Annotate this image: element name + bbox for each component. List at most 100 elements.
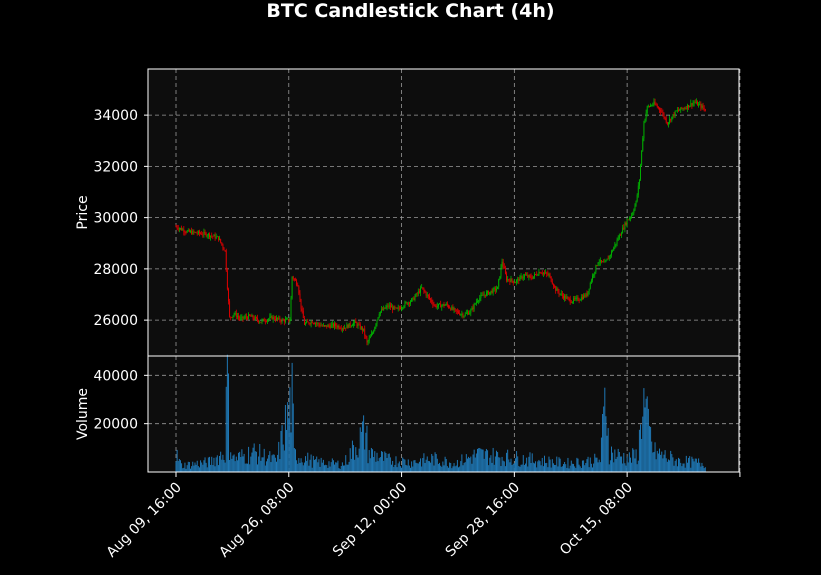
candle-body [491, 290, 493, 293]
volume-bar [521, 464, 523, 472]
volume-bar [287, 402, 289, 472]
volume-bar [245, 463, 247, 472]
volume-bar [272, 454, 274, 472]
volume-bar [300, 458, 302, 472]
volume-bar [525, 463, 527, 472]
volume-bar [398, 461, 400, 472]
volume-bar [625, 465, 627, 472]
volume-bar [452, 466, 454, 472]
volume-bar [453, 463, 455, 472]
volume-bar [235, 456, 237, 472]
volume-bar [214, 466, 216, 472]
candle-body [205, 232, 207, 237]
volume-bar [684, 467, 686, 472]
candle-body [439, 303, 440, 305]
volume-bar [456, 459, 458, 472]
volume-bar [666, 461, 668, 472]
candle-body [385, 307, 387, 309]
volume-bar [483, 458, 485, 472]
candle-body [387, 305, 389, 307]
volume-bar [554, 464, 556, 472]
candle-body [420, 287, 421, 293]
volume-bar [578, 464, 580, 472]
volume-bar [442, 461, 444, 472]
candle-body [552, 284, 554, 287]
candle-body [642, 138, 644, 151]
candle-body [177, 228, 179, 230]
candle-body [383, 307, 385, 311]
volume-bar [670, 450, 672, 472]
volume-bar [211, 456, 213, 472]
volume-bar [260, 460, 262, 472]
volume-bar [227, 373, 229, 472]
volume-bar [192, 461, 194, 472]
candle-body [496, 289, 497, 291]
candle-body [598, 262, 600, 264]
x-tick-label: Sep 12, 00:00 [330, 480, 411, 561]
volume-bar [341, 462, 343, 472]
volume-bar [650, 426, 652, 472]
candle-body [297, 284, 299, 287]
candle-body [331, 323, 333, 325]
volume-bar [345, 455, 347, 472]
volume-bar [511, 465, 513, 472]
volume-bar [181, 463, 183, 472]
volume-bar [289, 387, 291, 472]
candle-body [344, 327, 346, 329]
candle-body [340, 328, 342, 330]
candle-body [375, 324, 377, 328]
candle-body [626, 219, 628, 225]
volume-bar [698, 458, 700, 472]
volume-bar [311, 467, 313, 472]
candle-body [615, 243, 617, 245]
candle-body [266, 321, 267, 323]
candle-body [337, 325, 339, 328]
candle-body [503, 266, 505, 269]
volume-bar [607, 428, 609, 472]
candle-body [270, 316, 272, 317]
candle-body [187, 229, 189, 232]
candle-body [565, 295, 567, 299]
candle-body [523, 274, 525, 278]
volume-bar [255, 451, 257, 472]
candle-body [376, 319, 378, 325]
candle-body [655, 104, 657, 106]
volume-bar [339, 468, 341, 472]
volume-bar [556, 456, 558, 472]
candle-body [589, 282, 591, 289]
candle-body [651, 105, 653, 107]
candle-body [549, 274, 551, 277]
volume-bar [177, 460, 179, 472]
candle-body [458, 311, 459, 314]
candle-body [669, 119, 671, 123]
candle-body [407, 302, 409, 305]
candle-body [596, 265, 598, 267]
candle-body [672, 114, 674, 117]
candle-body [574, 298, 576, 300]
volume-bar [221, 459, 223, 472]
candle-body [186, 231, 188, 233]
volume-bar [378, 458, 380, 472]
candle-body [320, 325, 322, 327]
candle-body [681, 107, 683, 109]
candle-body [578, 300, 580, 302]
volume-bar [694, 458, 696, 472]
candle-body [283, 320, 285, 322]
candle-body [627, 219, 629, 221]
volume-bar [531, 453, 533, 472]
candle-body [560, 293, 562, 295]
candle-body [463, 316, 465, 317]
candle-body [628, 218, 630, 220]
volume-bar [555, 464, 557, 472]
volume-bar [488, 465, 490, 472]
candle-body [216, 236, 218, 238]
candle-body [617, 238, 619, 240]
candle-body [499, 276, 501, 280]
volume-bar [370, 447, 372, 472]
candle-body [590, 280, 592, 283]
candle-body [571, 301, 573, 303]
volume-bar [475, 453, 477, 472]
volume-bar [403, 458, 405, 472]
candle-body [640, 165, 641, 180]
candle-body [660, 109, 662, 112]
